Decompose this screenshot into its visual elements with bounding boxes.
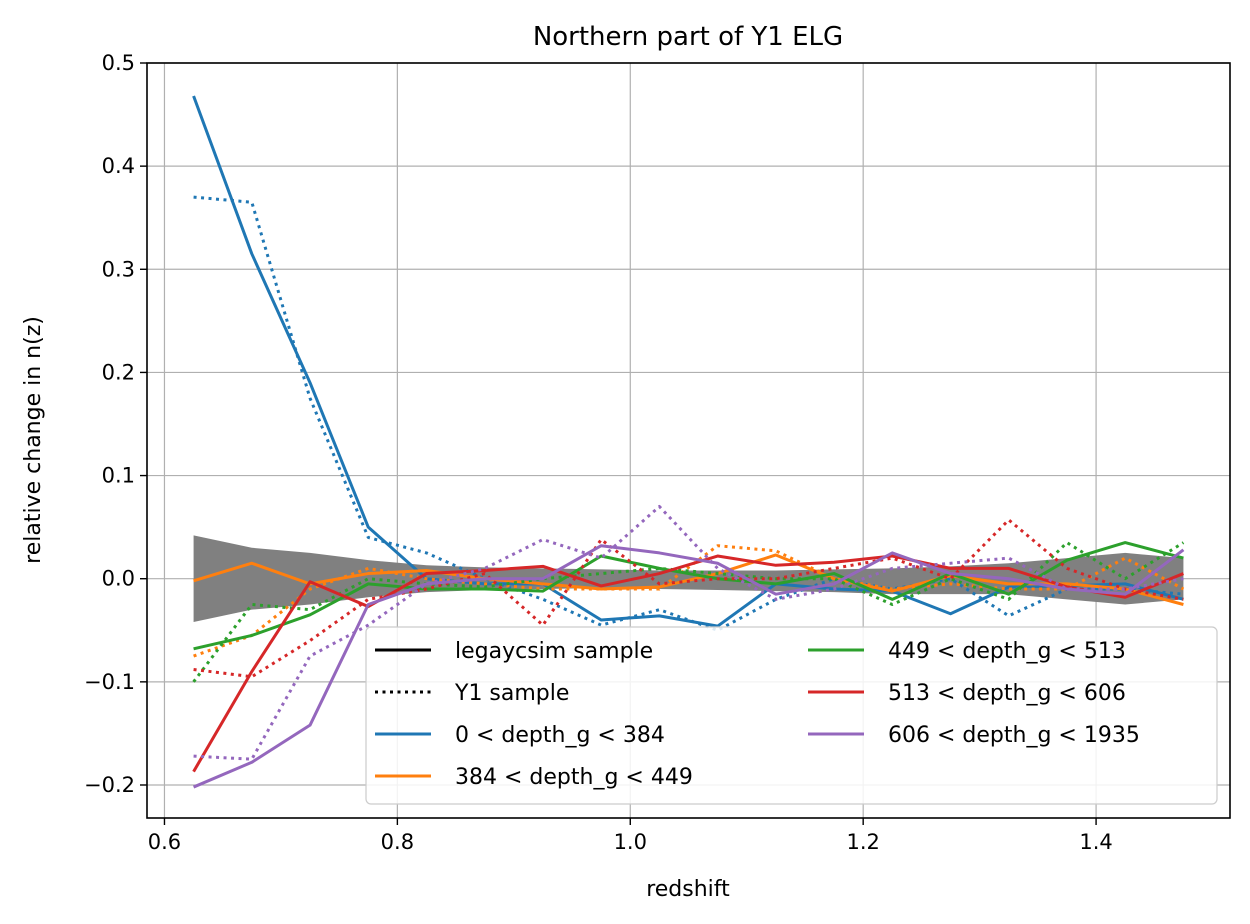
y-tick-label: 0.5 — [102, 51, 135, 75]
legend-label: legaycsim sample — [455, 639, 653, 664]
y-tick-label: 0.2 — [102, 360, 135, 384]
legend: legaycsim sample Y1 sample 0 < depth_g < 3… — [365, 626, 1218, 805]
y-tick-label: 0.3 — [102, 257, 135, 281]
y-axis-label: relative change in n(z) — [21, 316, 46, 564]
uncertainty-band-layer — [193, 535, 1184, 623]
y-tick-label: 0.4 — [102, 154, 135, 178]
series-line-7 — [193, 518, 1184, 679]
series-line-1 — [193, 195, 1184, 632]
y-tick-label: 0.0 — [102, 567, 135, 591]
series-line-9 — [193, 505, 1184, 761]
chart-title: Northern part of Y1 ELG — [533, 22, 843, 52]
uncertainty-band — [193, 535, 1184, 623]
legend-label: 606 < depth_g < 1935 — [888, 723, 1140, 748]
legend-box — [365, 626, 1218, 805]
series-layer — [192, 95, 1185, 789]
x-tick-label: 1.4 — [1079, 830, 1112, 854]
x-tick-label: 1.2 — [846, 830, 879, 854]
series-line-8 — [192, 544, 1185, 789]
x-axis-label: redshift — [646, 877, 730, 902]
y-tick-label: 0.1 — [102, 464, 135, 488]
legend-label: 384 < depth_g < 449 — [455, 765, 693, 790]
legend-label: Y1 sample — [454, 681, 569, 706]
series-line-5 — [192, 541, 1185, 683]
axis-ticks: 0.6 0.8 1.0 1.2 1.4 −0.2 −0.1 0.0 0.1 0.2 0.3 0.4 0.… — [84, 51, 1113, 854]
legend-label: 513 < depth_g < 606 — [888, 681, 1126, 706]
legend-label: 0 < depth_g < 384 — [455, 723, 665, 748]
x-tick-label: 0.6 — [148, 830, 181, 854]
y-tick-label: −0.2 — [84, 773, 135, 797]
y-tick-label: −0.1 — [84, 670, 135, 694]
x-tick-label: 0.8 — [381, 830, 414, 854]
plot-frame — [146, 62, 1231, 819]
series-line-6 — [192, 554, 1184, 773]
legend-label: 449 < depth_g < 513 — [888, 639, 1126, 664]
series-line-4 — [193, 541, 1184, 651]
x-tick-label: 1.0 — [614, 830, 647, 854]
